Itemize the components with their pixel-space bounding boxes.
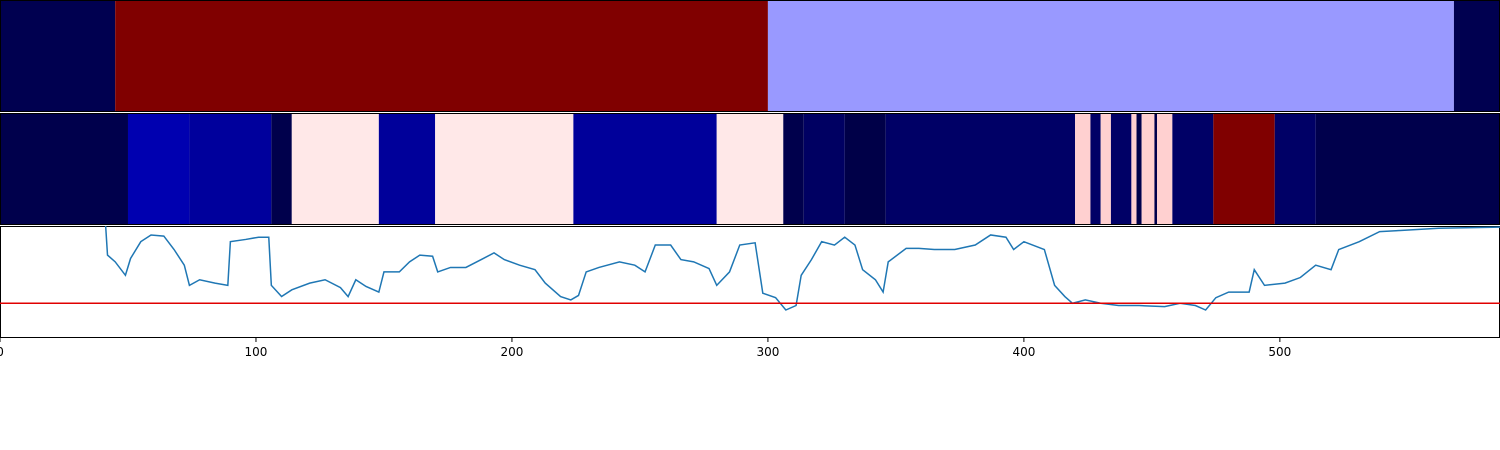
segment — [783, 113, 804, 225]
segment — [291, 113, 379, 225]
segment — [1156, 113, 1173, 225]
segment — [1213, 113, 1275, 225]
segment — [1141, 113, 1155, 225]
segment — [1136, 113, 1142, 225]
segment — [1131, 113, 1137, 225]
segment — [844, 113, 886, 225]
segment — [1154, 113, 1157, 225]
segment — [1453, 0, 1500, 112]
segment — [716, 113, 784, 225]
segment — [1172, 113, 1214, 225]
segment — [1110, 113, 1132, 225]
segment — [378, 113, 436, 225]
segment — [1075, 113, 1091, 225]
segment — [803, 113, 845, 225]
x-tick-label: 500 — [1268, 345, 1291, 359]
segment — [1100, 113, 1111, 225]
x-tick-label: 300 — [756, 345, 779, 359]
segment — [885, 113, 1076, 225]
segment — [573, 113, 717, 225]
segment — [435, 113, 574, 225]
plot-area — [104, 226, 1500, 311]
segment — [115, 0, 768, 112]
segment — [1274, 113, 1316, 225]
x-tick-label: 0 — [0, 345, 4, 359]
segment — [127, 113, 190, 225]
x-tick-label: 100 — [245, 345, 268, 359]
data-line — [104, 226, 1500, 311]
x-tick-label: 200 — [500, 345, 523, 359]
segment — [0, 0, 116, 112]
segment — [189, 113, 272, 225]
segment — [767, 0, 1454, 112]
x-tick-label: 400 — [1012, 345, 1035, 359]
segment — [1090, 113, 1101, 225]
segment — [0, 113, 128, 225]
segment — [271, 113, 292, 225]
segment — [1315, 113, 1500, 225]
